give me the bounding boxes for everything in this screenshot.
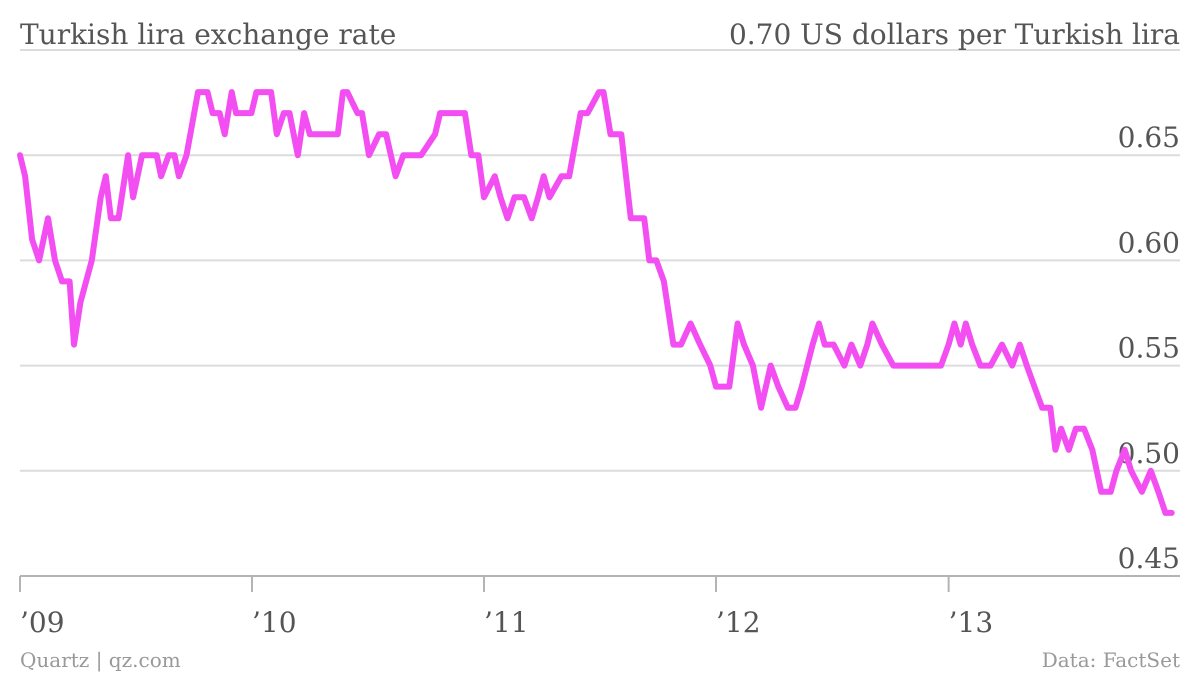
gridlines — [20, 49, 1180, 577]
chart-title: Turkish lira exchange rate — [20, 18, 396, 51]
y-tick-label: 0.60 — [1118, 226, 1180, 259]
x-axis: ’09 ’10 ’11 ’12 ’13 — [19, 576, 994, 639]
y-tick-labels: 0.450.500.550.600.65 — [1118, 121, 1180, 575]
y-tick-label: 0.45 — [1118, 542, 1180, 575]
x-tick-label: ’09 — [20, 606, 65, 639]
credit-text: Quartz | qz.com — [20, 648, 181, 673]
y-tick-label: 0.55 — [1118, 332, 1180, 365]
unit-label: 0.70 US dollars per Turkish lira — [729, 18, 1180, 51]
x-tick-label: ’11 — [484, 606, 529, 639]
x-tick-label: ’10 — [252, 606, 297, 639]
x-tick-label: ’13 — [949, 606, 994, 639]
source-text: Data: FactSet — [1042, 648, 1180, 672]
series-layer — [17, 89, 1175, 516]
y-tick-label: 0.65 — [1118, 121, 1180, 154]
x-tick-label: ’12 — [716, 606, 761, 639]
series-line — [17, 89, 1175, 516]
